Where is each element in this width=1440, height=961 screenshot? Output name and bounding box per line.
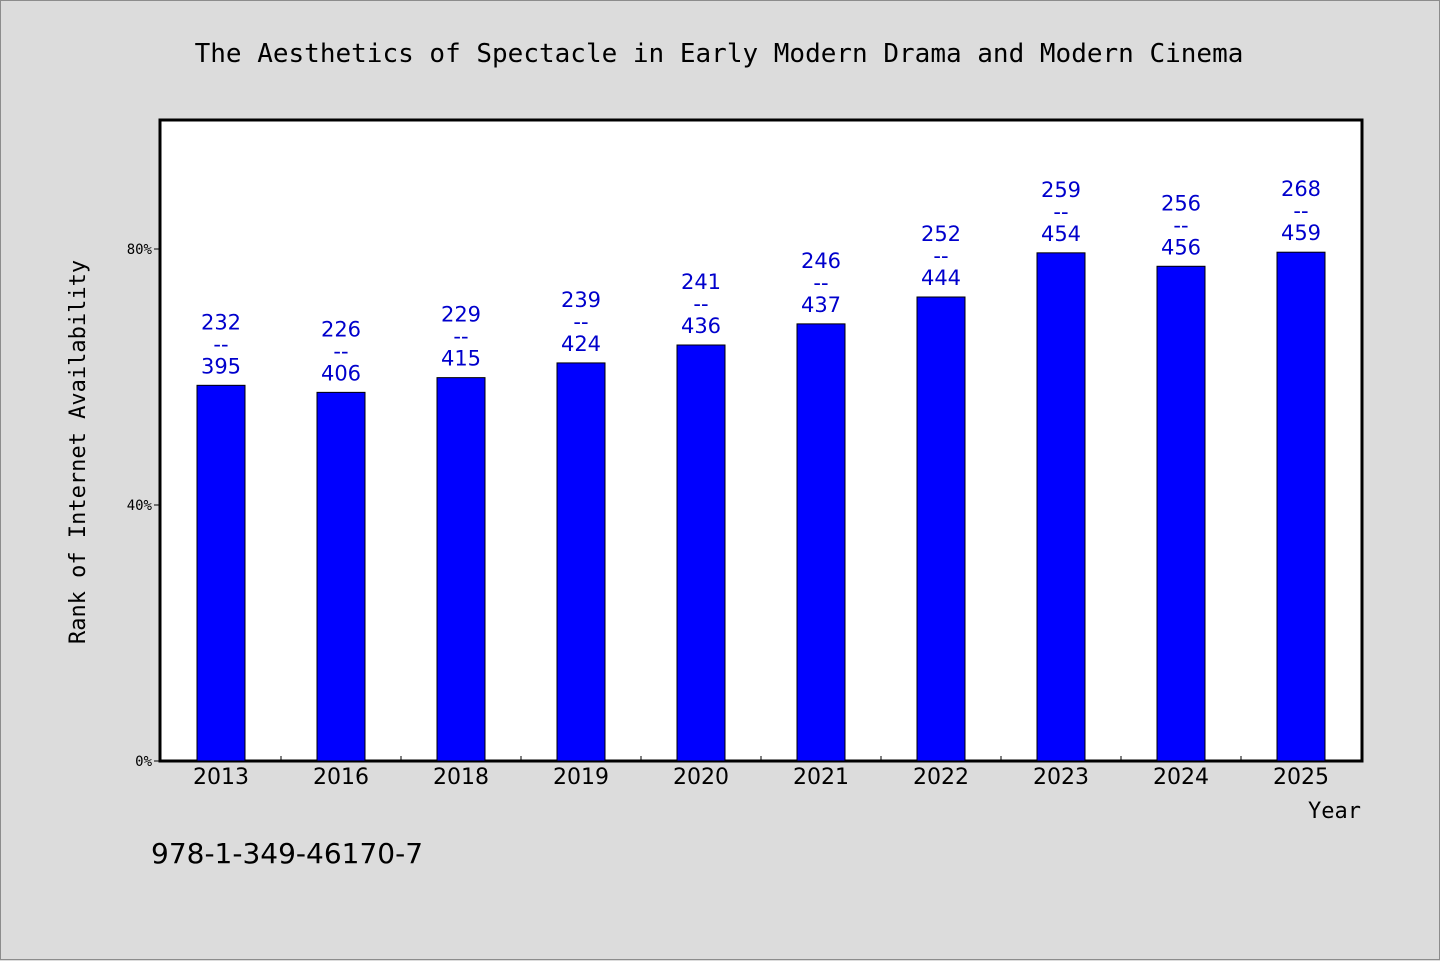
bar-2016 <box>316 391 366 762</box>
y-axis: 0% 40% 80% <box>127 242 160 770</box>
bar-label-2024-line-2: -- <box>1173 213 1188 237</box>
bar-label-2020-line-3: 436 <box>681 314 721 338</box>
x-tick-label-2020: 2020 <box>673 765 729 790</box>
x-tick-label-2021: 2021 <box>793 765 849 790</box>
bar-2019 <box>556 362 606 762</box>
bar-2021 <box>796 323 846 762</box>
x-tick-label-2013: 2013 <box>193 765 249 790</box>
bars-group <box>196 251 1326 762</box>
bar-2025 <box>1276 251 1326 762</box>
chart-title: The Aesthetics of Spectacle in Early Mod… <box>195 39 1244 69</box>
x-tick-label-2018: 2018 <box>433 765 489 790</box>
y-axis-label: Rank of Internet Availability <box>66 260 91 644</box>
y-tick-label-0: 0% <box>135 754 152 770</box>
bar-label-2018-line-3: 415 <box>441 347 481 371</box>
bar-2020 <box>676 344 726 762</box>
bar-label-2022-line-3: 444 <box>921 266 961 290</box>
bar-label-2020-line-1: 241 <box>681 270 721 294</box>
bar-label-2019-line-2: -- <box>573 310 588 334</box>
bar-labels-group: 232--395226--406229--415239--424241--436… <box>201 177 1321 385</box>
bar-label-2013-line-3: 395 <box>201 354 241 378</box>
bar-label-2022-line-1: 252 <box>921 222 961 246</box>
bar-2024 <box>1156 265 1206 762</box>
y-tick-label-80: 80% <box>127 242 153 258</box>
bar-2022 <box>916 296 966 762</box>
bar-2023 <box>1036 252 1086 762</box>
isbn-text: 978-1-349-46170-7 <box>151 837 423 870</box>
bar-label-2025-line-3: 459 <box>1281 221 1321 245</box>
bar-label-2016-line-2: -- <box>333 339 348 363</box>
bar-label-2024-line-1: 256 <box>1161 191 1201 215</box>
bar-label-2021-line-3: 437 <box>801 293 841 317</box>
bar-label-2023-line-2: -- <box>1053 200 1068 224</box>
bar-2013 <box>196 384 246 762</box>
bar-2018 <box>436 377 486 762</box>
bar-label-2024-line-3: 456 <box>1161 235 1201 259</box>
x-axis-label: Year <box>1308 799 1361 824</box>
bar-label-2023-line-3: 454 <box>1041 222 1081 246</box>
bar-label-2013-line-1: 232 <box>201 310 241 334</box>
bar-label-2019-line-3: 424 <box>561 332 601 356</box>
x-tick-label-2019: 2019 <box>553 765 609 790</box>
bar-label-2016-line-3: 406 <box>321 361 361 385</box>
bar-label-2018-line-2: -- <box>453 325 468 349</box>
x-tick-label-2016: 2016 <box>313 765 369 790</box>
bar-label-2018-line-1: 229 <box>441 303 481 327</box>
x-tick-label-2024: 2024 <box>1153 765 1209 790</box>
bar-label-2021-line-2: -- <box>813 271 828 295</box>
bar-label-2025-line-1: 268 <box>1281 177 1321 201</box>
bar-label-2019-line-1: 239 <box>561 288 601 312</box>
bar-label-2023-line-1: 259 <box>1041 178 1081 202</box>
y-tick-label-40: 40% <box>127 498 153 514</box>
bar-label-2020-line-2: -- <box>693 292 708 316</box>
bar-label-2025-line-2: -- <box>1293 199 1308 223</box>
bar-label-2021-line-1: 246 <box>801 249 841 273</box>
x-tick-label-2022: 2022 <box>913 765 969 790</box>
x-axis: 2013 2016 2018 2019 2020 2021 2022 2023 2024 2025 <box>193 756 1329 790</box>
bar-label-2022-line-2: -- <box>933 244 948 268</box>
x-tick-label-2025: 2025 <box>1273 765 1329 790</box>
bar-label-2013-line-2: -- <box>213 332 228 356</box>
x-tick-label-2023: 2023 <box>1033 765 1089 790</box>
bar-label-2016-line-1: 226 <box>321 317 361 341</box>
